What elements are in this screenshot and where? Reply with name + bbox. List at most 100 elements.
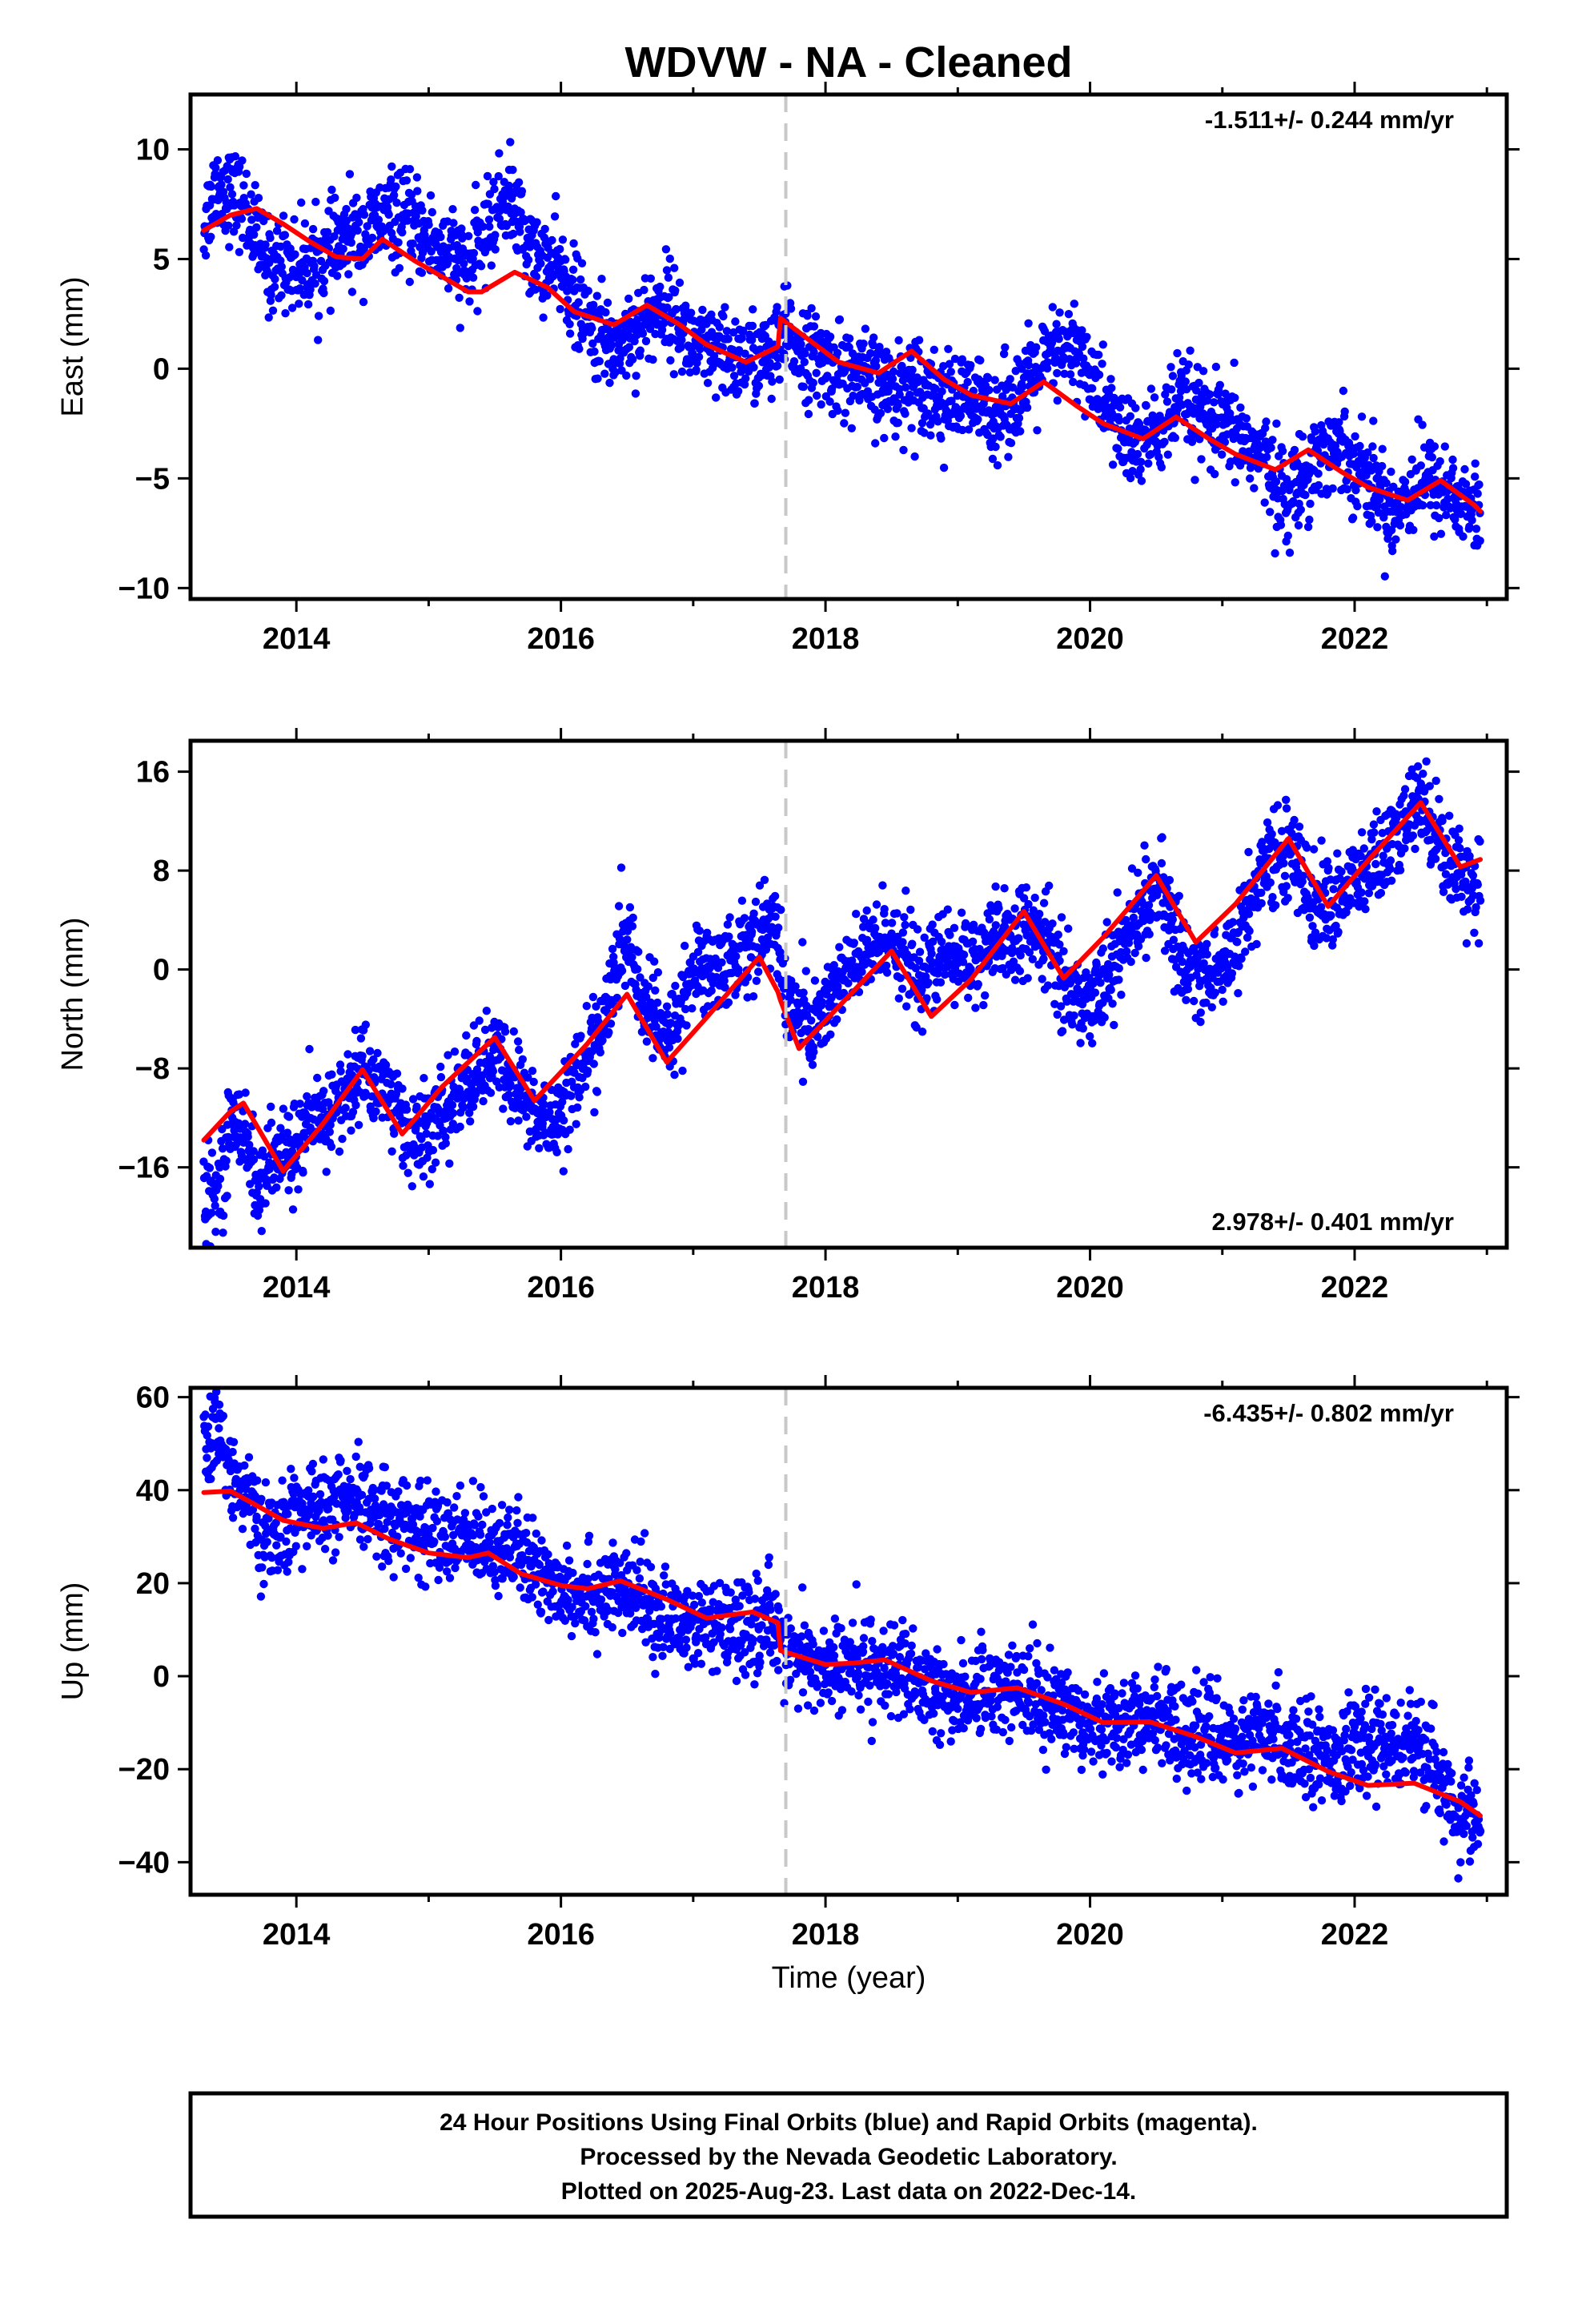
data-point [677, 343, 685, 352]
data-point [823, 372, 832, 380]
data-point [1342, 908, 1351, 917]
data-point [565, 320, 574, 328]
data-point [1324, 863, 1333, 873]
data-point [345, 170, 355, 179]
data-point [1094, 370, 1104, 380]
data-point [1062, 997, 1071, 1006]
data-point [311, 197, 320, 207]
data-point [1060, 369, 1069, 378]
data-point [1303, 522, 1313, 532]
data-point [395, 263, 404, 272]
data-point [754, 944, 763, 953]
data-point [426, 191, 436, 200]
data-point [1096, 979, 1105, 987]
data-point [681, 941, 689, 951]
data-point [1024, 360, 1034, 370]
data-point [576, 1031, 585, 1040]
data-point [1317, 836, 1326, 845]
data-point [564, 1144, 572, 1154]
data-point [556, 244, 564, 254]
data-point [807, 304, 816, 313]
data-point [859, 340, 868, 348]
data-point [958, 425, 967, 435]
data-point [428, 1146, 438, 1155]
data-point [608, 944, 617, 954]
data-point [652, 1022, 661, 1031]
data-point [589, 1059, 598, 1068]
data-point [1192, 386, 1201, 395]
data-point [1168, 915, 1178, 924]
data-point [456, 1122, 464, 1132]
data-point [968, 937, 978, 947]
data-point [620, 981, 630, 991]
data-point [871, 439, 880, 448]
data-point [878, 881, 887, 890]
data-point [912, 1023, 921, 1032]
data-point [653, 968, 663, 977]
data-point [249, 250, 258, 259]
data-point [424, 220, 433, 229]
data-point [976, 356, 985, 365]
data-point [665, 254, 674, 263]
data-point [808, 1060, 817, 1069]
data-point [671, 286, 680, 295]
data-point [1283, 894, 1292, 903]
data-point [632, 372, 640, 380]
data-point [1197, 455, 1206, 464]
data-point [1387, 525, 1396, 535]
data-point [439, 1127, 448, 1136]
data-point [1432, 501, 1441, 510]
data-point [1092, 960, 1101, 969]
data-point [845, 343, 853, 352]
data-point [907, 424, 916, 432]
data-point [737, 896, 747, 905]
data-point [1131, 404, 1140, 412]
data-point [1267, 443, 1275, 452]
data-point [931, 384, 940, 393]
data-point [1196, 1017, 1205, 1027]
data-point [1035, 910, 1044, 919]
data-point [593, 374, 602, 383]
data-point [297, 198, 306, 207]
data-point [408, 1182, 416, 1191]
data-point [1184, 360, 1193, 369]
data-point [469, 1021, 479, 1030]
data-point [1472, 525, 1481, 533]
data-point [291, 250, 299, 259]
data-point [279, 211, 288, 220]
east-y-axis-label: East (mm) [56, 276, 90, 416]
data-point [1476, 537, 1484, 545]
data-point [283, 1128, 292, 1137]
data-point [662, 1002, 672, 1011]
data-point [583, 1067, 592, 1076]
data-point [268, 306, 278, 315]
data-point [1114, 975, 1123, 984]
data-point [1009, 957, 1018, 966]
data-point [1010, 975, 1020, 984]
data-point [343, 1050, 352, 1059]
data-point [1025, 948, 1034, 957]
data-point [314, 312, 323, 320]
data-point [399, 1161, 408, 1170]
data-point [1191, 476, 1199, 485]
data-point [768, 377, 777, 386]
data-point [893, 418, 903, 428]
data-point [298, 275, 307, 285]
data-point [550, 212, 560, 221]
data-point [833, 982, 842, 991]
data-point [946, 368, 956, 376]
data-point [1218, 450, 1227, 459]
data-point [1028, 955, 1038, 964]
data-point [894, 994, 904, 1003]
data-point [1231, 393, 1239, 402]
data-point [681, 1004, 690, 1014]
data-point [465, 1108, 474, 1118]
data-point [1378, 461, 1387, 471]
data-point [1461, 480, 1471, 489]
data-point [617, 967, 627, 975]
data-point [358, 1051, 367, 1060]
data-point [476, 262, 486, 271]
data-point [889, 367, 898, 376]
data-point [881, 348, 891, 356]
data-point [420, 1074, 428, 1083]
